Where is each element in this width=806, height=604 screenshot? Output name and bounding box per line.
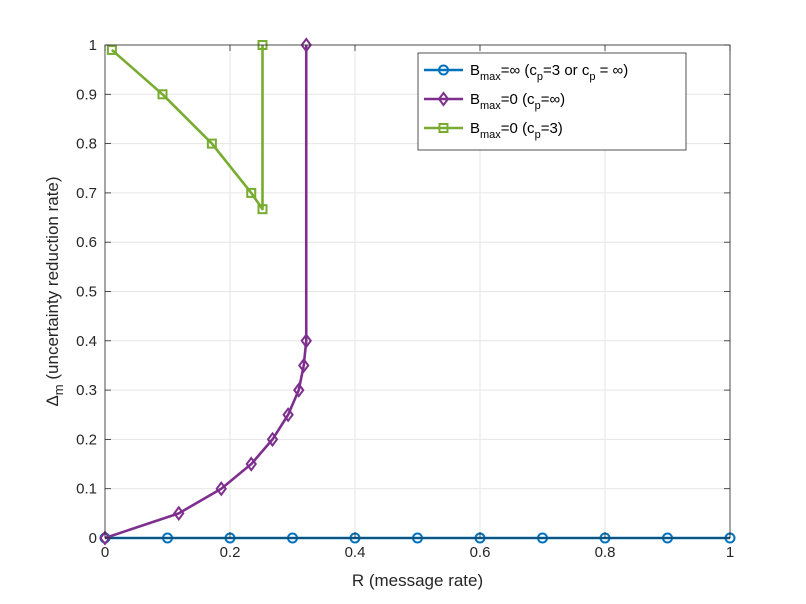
data-point-series-3 xyxy=(257,204,268,215)
legend-entry-1: Bmax=∞ (cp=3 or cp = ∞) xyxy=(470,62,628,83)
y-axis-label: Δm (uncertainty reduction rate) xyxy=(43,176,66,406)
legend-entry-3: Bmax=0 (cp=3) xyxy=(470,120,563,141)
x-tick-label: 0.6 xyxy=(470,544,491,561)
data-point-series-2 xyxy=(266,431,279,448)
y-tick-label: 0.4 xyxy=(76,333,97,350)
legend-entry-2: Bmax=0 (cp=∞) xyxy=(470,91,565,112)
y-tick-label: 1 xyxy=(89,37,97,54)
data-point-series-2 xyxy=(293,382,305,398)
grid-lines xyxy=(104,44,731,539)
legend: Bmax=∞ (cp=3 or cp = ∞) Bmax=0 (cp=∞) Bmax… xyxy=(417,52,687,151)
data-point-series-2 xyxy=(298,357,310,374)
x-tick-label: 1 xyxy=(726,544,734,561)
data-point-series-2 xyxy=(99,530,111,546)
data-point-series-2 xyxy=(300,333,312,349)
y-tick-label: 0.8 xyxy=(76,136,97,153)
series-line-2 xyxy=(104,45,308,540)
x-tick-label: 0 xyxy=(101,544,109,561)
data-point-series-2 xyxy=(215,481,227,497)
legend-marker-1 xyxy=(438,64,449,76)
data-point-series-3 xyxy=(157,89,168,100)
data-point-series-3 xyxy=(206,138,217,149)
axis-ticks xyxy=(104,44,731,539)
y-tick-label: 0.7 xyxy=(76,185,97,202)
y-tick-label: 0.1 xyxy=(76,481,97,498)
legend-marker-3 xyxy=(438,123,449,133)
data-point-series-2 xyxy=(282,407,294,423)
x-axis-label: R (message rate) xyxy=(352,571,483,590)
y-tick-label: 0.5 xyxy=(76,284,97,301)
series-line-3 xyxy=(111,45,264,211)
data-point-series-2 xyxy=(300,37,312,53)
x-tick-label: 0.8 xyxy=(595,544,616,561)
data-point-series-3 xyxy=(246,187,257,198)
data-point-series-2 xyxy=(245,456,257,472)
tick-labels: 0 0.2 0.4 0.6 0.8 1 0 0.1 0.2 0.3 0.4 0.5 0.6 0.7 0.8 0… xyxy=(76,37,734,561)
y-tick-label: 0 xyxy=(89,530,97,547)
legend-marker-2 xyxy=(437,91,450,107)
y-tick-label: 0.2 xyxy=(76,431,97,448)
x-tick-label: 0.2 xyxy=(220,544,241,561)
data-point-series-2 xyxy=(172,505,185,522)
y-tick-label: 0.3 xyxy=(76,382,97,399)
x-tick-label: 0.4 xyxy=(345,544,366,561)
y-tick-label: 0.6 xyxy=(76,234,97,251)
data-point-series-3 xyxy=(106,44,117,55)
y-tick-label: 0.9 xyxy=(76,86,97,103)
